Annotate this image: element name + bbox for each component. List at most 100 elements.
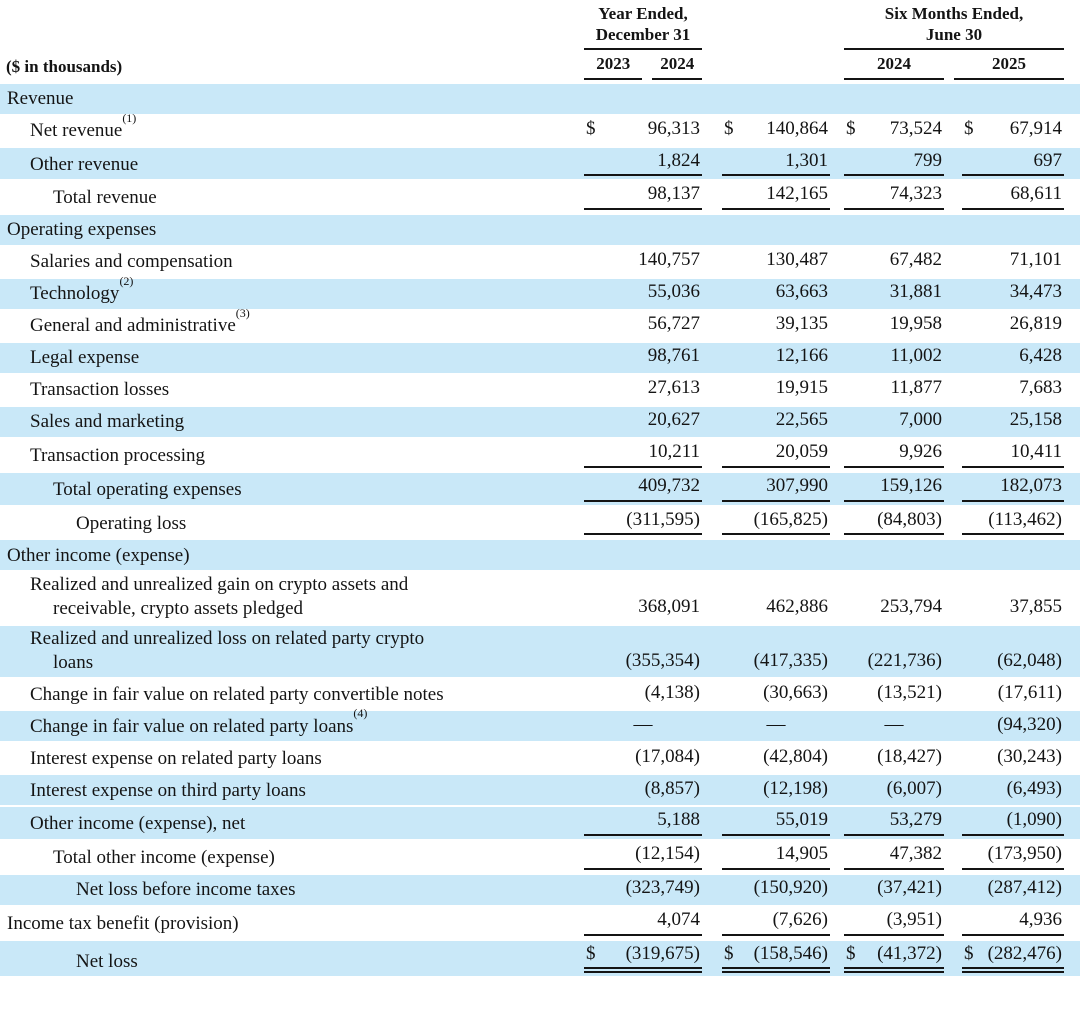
- footnote-ref: (2): [119, 274, 134, 289]
- value: —: [884, 713, 904, 735]
- value: 19,915: [775, 377, 828, 399]
- value: (12,198): [763, 777, 828, 799]
- table-row: Interest expense on third party loans (8,…: [0, 775, 1080, 806]
- value-cell: 67,482: [830, 248, 944, 277]
- value-cell: (221,736): [830, 649, 944, 678]
- value-cell: (94,320): [944, 713, 1080, 742]
- row-label: Salaries and compensation: [30, 251, 233, 273]
- table-row: Net loss before income taxes (323,749) (15…: [0, 874, 1080, 905]
- value-cell: 368,091: [584, 595, 702, 624]
- value: 11,002: [890, 345, 942, 367]
- value: 6,428: [1019, 345, 1062, 367]
- column-group-title: Year Ended, December 31: [584, 4, 702, 51]
- value: 55,036: [647, 281, 700, 303]
- value-cell: (6,007): [830, 777, 944, 806]
- table-row: Operating loss (311,595) (165,825) (84,803)…: [0, 507, 1080, 539]
- row-label: Net revenue(1): [30, 110, 137, 141]
- table-row: Change in fair value on related party co…: [0, 679, 1080, 709]
- value: (3,951): [886, 908, 942, 930]
- value-cell: (18,427): [830, 745, 944, 774]
- value: (311,595): [626, 508, 700, 530]
- table-row: Total operating expenses 409,732 307,990 15…: [0, 472, 1080, 505]
- value: 14,905: [775, 843, 828, 865]
- row-label: Legal expense: [30, 347, 140, 369]
- value: 140,757: [638, 249, 700, 271]
- row-label: Other revenue: [30, 153, 139, 175]
- value: (319,675): [625, 942, 700, 964]
- value: 307,990: [766, 474, 828, 496]
- value-cell: 4,936: [944, 908, 1080, 939]
- value-cell: —: [584, 713, 702, 742]
- value: 140,864: [766, 117, 828, 139]
- value-cell: (42,804): [702, 745, 830, 774]
- value: 25,158: [1009, 409, 1062, 431]
- row-label: Change in fair value on related party co…: [30, 683, 444, 705]
- value: (150,920): [753, 877, 828, 899]
- value-cell: 22,565: [702, 408, 830, 437]
- value: 462,886: [766, 596, 828, 618]
- value-cell: 5,188: [584, 808, 702, 839]
- value-cell: 130,487: [702, 248, 830, 277]
- value: 37,855: [1009, 596, 1062, 618]
- table-row: Realized and unrealized gain on crypto a…: [0, 572, 1080, 624]
- value-cell: (8,857): [584, 777, 702, 806]
- value: 697: [1033, 149, 1063, 171]
- value-cell: (6,493): [944, 777, 1080, 806]
- value: 1,824: [657, 149, 700, 171]
- value-cell: $73,524: [830, 117, 944, 146]
- table-row: Sales and marketing 20,627 22,565 7,000 25,1…: [0, 407, 1080, 438]
- row-label: Total operating expenses: [53, 478, 242, 500]
- value: (6,493): [1006, 777, 1062, 799]
- value-cell: (355,354): [584, 649, 702, 678]
- value-cell: 697: [944, 149, 1080, 180]
- value-cell: 10,411: [944, 440, 1080, 471]
- column-group-six-months: Six Months Ended, June 30 2024 2025: [830, 4, 1080, 84]
- value: 10,411: [1010, 441, 1062, 463]
- value: 159,126: [880, 474, 942, 496]
- row-label: Total other income (expense): [53, 847, 275, 869]
- row-label: Other income (expense), net: [30, 813, 246, 835]
- value: 7,000: [899, 409, 942, 431]
- value: 53,279: [889, 809, 942, 831]
- value: (113,462): [988, 508, 1062, 530]
- value-cell: 14,905: [702, 842, 830, 873]
- table-row: Net revenue(1) $96,313 $140,864 $73,524 $67,…: [0, 110, 1080, 146]
- value: 71,101: [1009, 249, 1062, 271]
- value-cell: (84,803): [830, 508, 944, 539]
- column-header-year: 2024: [844, 50, 944, 80]
- row-label: Change in fair value on related party lo…: [30, 706, 368, 737]
- value-cell: (17,084): [584, 745, 702, 774]
- value-cell: (17,611): [944, 681, 1080, 710]
- value-cell: $ (158,546): [702, 942, 830, 977]
- value: (94,320): [997, 713, 1062, 735]
- table-body: Revenue Net revenue(1) $96,313 $140,864 $73,…: [0, 83, 1080, 977]
- value: (8,857): [644, 777, 700, 799]
- value-cell: 98,761: [584, 344, 702, 373]
- dollar-sign: $: [724, 117, 734, 139]
- row-label: Technology(2): [30, 274, 134, 305]
- value-cell: $ (41,372): [830, 942, 944, 977]
- value-cell: (150,920): [702, 876, 830, 905]
- value: (41,372): [877, 942, 942, 964]
- dollar-sign: $: [964, 117, 974, 139]
- value: 12,166: [775, 345, 828, 367]
- value: 31,881: [889, 281, 942, 303]
- value: 55,019: [775, 809, 828, 831]
- value: 67,482: [889, 249, 942, 271]
- value: 1,301: [785, 149, 828, 171]
- footnote-ref: (3): [235, 306, 250, 321]
- value-cell: 25,158: [944, 408, 1080, 437]
- value: (7,626): [772, 908, 828, 930]
- value: 74,323: [889, 183, 942, 205]
- value-cell: 11,877: [830, 376, 944, 405]
- table-row: Total other income (expense) (12,154) 14,9…: [0, 841, 1080, 873]
- row-label: General and administrative(3): [30, 306, 250, 337]
- value: 20,627: [647, 409, 700, 431]
- value-cell: 142,165: [702, 182, 830, 213]
- value-cell: 1,301: [702, 149, 830, 180]
- value: 368,091: [638, 596, 700, 618]
- value: 409,732: [638, 474, 700, 496]
- row-label: Income tax benefit (provision): [7, 912, 239, 934]
- row-label: Total revenue: [53, 187, 157, 209]
- value-cell: 7,683: [944, 376, 1080, 405]
